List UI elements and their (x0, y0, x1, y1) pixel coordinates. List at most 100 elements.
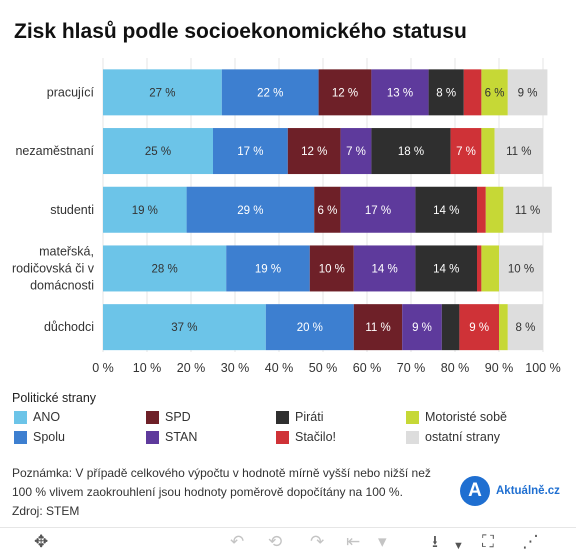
bar-segment (265, 304, 354, 351)
bar-segment (503, 186, 552, 233)
bar-segment (507, 69, 548, 116)
category-label: důchodci (44, 320, 94, 334)
data-label: 17 % (237, 146, 263, 158)
bar-segment (213, 128, 288, 175)
legend-item[interactable]: SPD (146, 410, 191, 424)
legend-label: Spolu (33, 430, 65, 444)
chart-title: Zisk hlasů podle socioekonomického statu… (14, 20, 467, 43)
bar-segment (371, 69, 429, 116)
legend-item[interactable]: Stačilo! (276, 430, 336, 444)
data-label: 10 % (508, 263, 534, 275)
bar-segment (481, 69, 508, 116)
brand[interactable]: A Aktuálně.cz (460, 476, 560, 506)
data-label: 19 % (255, 263, 281, 275)
category-label: studenti (50, 203, 94, 217)
stacked-bar-chart: 27 % 22 % 12 % 13 % 8 % 6 % 9 % pracující 25 % 17… (12, 58, 561, 375)
legend-label: ANO (33, 410, 61, 424)
bar-segment (186, 186, 315, 233)
bar-segment (103, 245, 227, 292)
aktualne-logo: A (460, 476, 490, 506)
data-label: 28 % (151, 263, 177, 275)
bar-segment (463, 69, 482, 116)
data-label: 29 % (237, 205, 263, 217)
bar-segment (103, 186, 187, 233)
chart-toolbar: ✥ ↶ ⟲ ↷ ⇤ ▾ ⭳ ▼ ⛶ ⋰ (0, 527, 576, 558)
bar-segment (499, 245, 543, 292)
brand-name: Aktuálně.cz (496, 485, 560, 497)
data-label: 11 % (506, 146, 531, 158)
bar-segment (459, 304, 499, 351)
data-label: 17 % (365, 205, 391, 217)
data-label: 14 % (433, 205, 459, 217)
bar-segment (485, 186, 504, 233)
category-label: pracující (47, 85, 95, 99)
legend-item[interactable]: Spolu (14, 430, 65, 444)
bar-segment (287, 128, 341, 175)
legend-swatch (14, 430, 27, 444)
move-icon[interactable]: ✥ (34, 532, 49, 551)
undo-icon[interactable]: ↶ (230, 532, 245, 551)
legend-label: STAN (165, 430, 198, 444)
bar-segment (309, 245, 354, 292)
bar-segment (340, 128, 372, 175)
legend-swatch (276, 410, 289, 424)
x-tick-label: 50 % (309, 361, 338, 375)
bar-segment (477, 186, 486, 233)
x-tick-label: 90 % (485, 361, 514, 375)
data-label: 12 % (301, 146, 327, 158)
legend-swatch (146, 430, 159, 444)
legend-swatch (406, 410, 419, 424)
bar-segment (318, 69, 372, 116)
data-label: 8 % (515, 322, 535, 334)
legend-swatch (14, 410, 27, 424)
x-tick-label: 60 % (353, 361, 382, 375)
bar-segment (428, 69, 464, 116)
legend-label: Piráti (295, 410, 324, 424)
bar-segment (314, 186, 341, 233)
bar-segment (415, 186, 477, 233)
legend-item[interactable]: Piráti (276, 410, 323, 424)
download-dropdown-icon[interactable]: ▼ (453, 540, 464, 552)
category-label: mateřská, (39, 244, 94, 258)
bar-segment (353, 304, 403, 351)
undo-all-icon[interactable]: ⟲ (268, 532, 283, 551)
data-label: 22 % (257, 87, 283, 99)
reset-icon[interactable]: ⇤ (346, 532, 361, 551)
legend-item[interactable]: STAN (146, 430, 197, 444)
legend-item[interactable]: Motoristé sobě (406, 410, 507, 424)
data-label: 9 % (469, 322, 489, 334)
bar-segment (415, 245, 477, 292)
footnote-line-1: Poznámka: V případě celkového výpočtu v … (12, 466, 431, 480)
download-icon[interactable]: ⭳ (432, 532, 438, 551)
legend-label: Motoristé sobě (425, 410, 507, 424)
data-label: 13 % (387, 87, 413, 99)
data-label: 11 % (515, 205, 540, 217)
data-label: 37 % (171, 322, 197, 334)
x-tick-label: 40 % (265, 361, 294, 375)
fullscreen-icon[interactable]: ⛶ (482, 532, 494, 551)
footnote-line-2: 100 % vlivem zaokrouhlení jsou hodnoty p… (12, 485, 403, 499)
bar-segment (441, 304, 460, 351)
category-label: rodičovská či v (12, 261, 95, 275)
data-label: 14 % (371, 263, 397, 275)
share-icon[interactable]: ⋰ (522, 532, 539, 551)
bar-segment (103, 69, 222, 116)
data-label: 9 % (518, 87, 538, 99)
bar-segment (494, 128, 543, 175)
bar-segment (450, 128, 482, 175)
x-tick-label: 0 % (92, 361, 114, 375)
legend-item[interactable]: ANO (14, 410, 60, 424)
x-tick-label: 30 % (221, 361, 250, 375)
x-tick-label: 100 % (525, 361, 560, 375)
bar-segment (477, 245, 482, 292)
reset-dropdown-icon[interactable]: ▾ (378, 532, 387, 551)
data-label: 25 % (145, 146, 171, 158)
data-label: 6 % (317, 205, 337, 217)
bar-segment (402, 304, 442, 351)
legend-swatch (406, 430, 419, 444)
bar-segment (371, 128, 451, 175)
data-label: 18 % (398, 146, 424, 158)
legend-item[interactable]: ostatní strany (406, 430, 500, 444)
bar-segment (340, 186, 416, 233)
redo-icon[interactable]: ↷ (310, 532, 325, 551)
